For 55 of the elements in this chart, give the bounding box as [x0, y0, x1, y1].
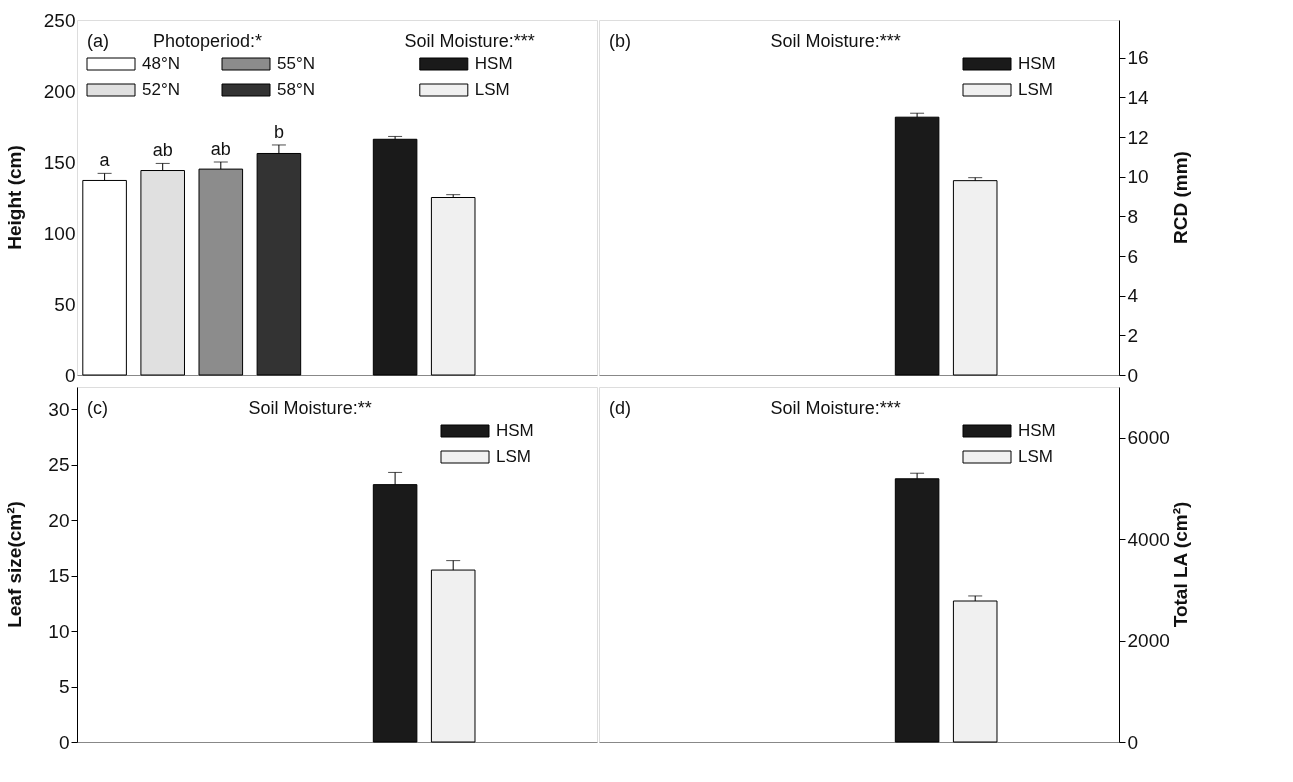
y2-tick-label: 6000: [1127, 427, 1170, 449]
y-tick-label: 10: [48, 620, 70, 642]
y2-tick-label: 4000: [1127, 528, 1170, 550]
y2-tick-label: 2: [1127, 324, 1139, 346]
legend-label: HSM: [474, 54, 513, 73]
y2-tick-label: 12: [1127, 126, 1149, 148]
y-tick-label: 0: [64, 364, 76, 386]
data-label: b: [273, 121, 284, 142]
legend-label: 52°N: [142, 80, 180, 99]
y-tick-label: 25: [48, 454, 70, 476]
y-tick-label: 250: [43, 9, 76, 31]
y-tick-label: 100: [43, 222, 76, 244]
legend-label: 48°N: [142, 54, 180, 73]
legend-label: LSM: [496, 447, 531, 466]
y2-tick-label: 16: [1127, 47, 1149, 69]
legend-label: LSM: [1018, 447, 1053, 466]
data-label: a: [99, 150, 111, 171]
y-axis-title: Leaf size(cm²): [4, 501, 25, 628]
y-tick-label: 0: [58, 731, 70, 753]
annotation: (b): [609, 31, 631, 51]
y2-tick-label: 2000: [1127, 630, 1170, 652]
y-tick-label: 5: [58, 676, 70, 698]
legend-label: LSM: [1018, 80, 1053, 99]
legend-label: HSM: [1018, 421, 1056, 440]
y-tick-label: 15: [48, 565, 70, 587]
annotation: Photoperiod:*: [153, 31, 263, 51]
y2-tick-label: 0: [1127, 364, 1139, 386]
y2-tick-label: 14: [1127, 86, 1150, 108]
legend-label: HSM: [1018, 54, 1056, 73]
y2-tick-label: 8: [1127, 205, 1139, 227]
annotation: Soil Moisture:**: [248, 398, 372, 418]
y-tick-label: 20: [48, 509, 70, 531]
y-tick-label: 150: [43, 151, 76, 173]
y2-tick-label: 10: [1127, 166, 1149, 188]
annotation: (d): [609, 398, 631, 418]
legend-label: HSM: [496, 421, 534, 440]
y2-tick-label: 4: [1127, 285, 1139, 307]
data-label: ab: [210, 139, 231, 159]
y2-tick-label: 0: [1127, 731, 1139, 753]
annotation: Soil Moisture:***: [770, 398, 901, 418]
y-tick-label: 50: [54, 293, 76, 315]
legend-label: 55°N: [277, 54, 315, 73]
legend-label: 58°N: [277, 80, 315, 99]
y2-axis-title: Total LA (cm²): [1170, 501, 1191, 628]
y-tick-label: 30: [48, 398, 70, 420]
legend-label: LSM: [474, 80, 510, 99]
y-axis-title: Height (cm): [4, 145, 25, 250]
annotation: (a): [87, 31, 109, 51]
y-tick-label: 200: [43, 80, 76, 102]
y2-tick-label: 6: [1127, 245, 1139, 267]
annotation: Soil Moisture:***: [770, 31, 901, 51]
annotation: Soil Moisture:***: [404, 31, 535, 51]
annotation: (c): [87, 398, 108, 418]
y2-axis-title: RCD (mm): [1170, 151, 1191, 244]
data-label: ab: [152, 140, 173, 161]
